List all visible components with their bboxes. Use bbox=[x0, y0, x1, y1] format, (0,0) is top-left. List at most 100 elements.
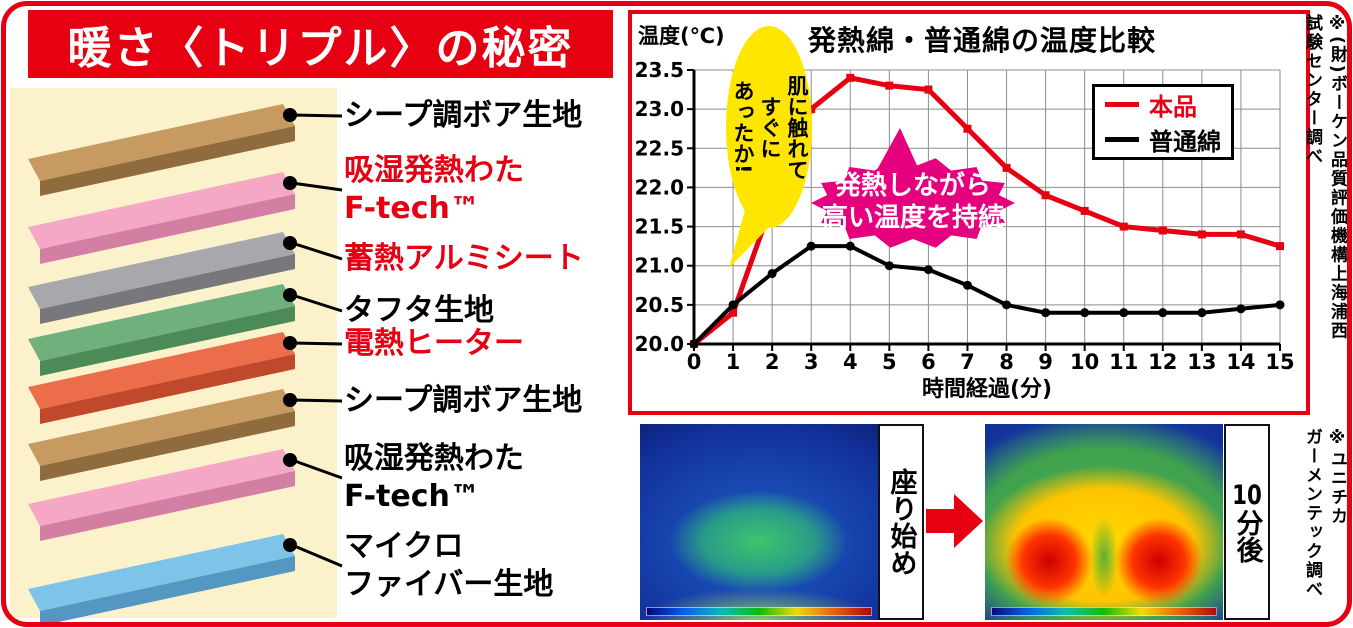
y-tick-label: 21.5 bbox=[635, 215, 684, 239]
series-marker-product bbox=[1119, 222, 1128, 231]
layer-pointer-dot bbox=[283, 288, 297, 302]
layer-pointer-line bbox=[291, 458, 343, 480]
fabric-layers-diagram bbox=[28, 104, 343, 626]
layer-pointer-dot bbox=[283, 538, 297, 552]
layer-slab-top bbox=[28, 104, 295, 181]
layer-slab-top bbox=[28, 232, 295, 309]
layer-label-ftech-2: 吸湿発熱わた F-tech™ bbox=[344, 441, 524, 514]
layer-slab-front bbox=[40, 471, 295, 541]
y-tick-label: 22.0 bbox=[635, 175, 684, 199]
series-marker-normal-cotton bbox=[1236, 304, 1246, 314]
series-marker-normal-cotton bbox=[1119, 308, 1129, 318]
series-marker-normal-cotton bbox=[923, 265, 933, 275]
layer-slab-front bbox=[40, 126, 295, 196]
series-marker-product bbox=[1158, 226, 1167, 235]
layer-pointer-dot bbox=[283, 108, 297, 122]
legend-label-product: 本品 bbox=[1149, 93, 1197, 121]
layer-pointer-dot bbox=[283, 176, 297, 190]
series-marker-product bbox=[1236, 230, 1245, 239]
y-tick-label: 23.5 bbox=[635, 58, 684, 82]
layer-slab-front bbox=[40, 556, 295, 626]
layer-slab-front bbox=[40, 194, 295, 264]
series-marker-product bbox=[846, 73, 855, 82]
legend-line-sample-normal-cotton bbox=[1105, 137, 1139, 142]
series-marker-product bbox=[885, 81, 894, 90]
speech-bubble-instant-warmth: 肌に触れて すぐに あったか! bbox=[726, 26, 812, 228]
series-marker-product bbox=[1197, 230, 1206, 239]
series-marker-product bbox=[1080, 206, 1089, 215]
y-tick-label: 20.5 bbox=[635, 293, 684, 317]
series-marker-normal-cotton bbox=[689, 339, 699, 349]
layer-slab-top bbox=[28, 389, 295, 466]
layer-pointer-dot bbox=[283, 453, 297, 467]
title-banner: 暖さ〈トリプル〉の秘密 bbox=[28, 10, 613, 78]
layer-label-microfiber: マイクロ ファイバー生地 bbox=[344, 529, 554, 602]
chart-plot-area: 23.523.022.522.021.521.020.520.00 1 2 3 4 5 6 7… bbox=[635, 58, 1295, 374]
x-tick-label: 3 bbox=[804, 350, 819, 374]
chart-title: 発熱綿・普通綿の温度比較 bbox=[807, 24, 1156, 57]
layer-pointer-dot bbox=[283, 336, 297, 350]
thermal-color-scale bbox=[991, 607, 1217, 616]
series-marker-normal-cotton bbox=[767, 269, 777, 279]
burst-shape bbox=[811, 158, 1015, 248]
series-marker-product bbox=[963, 124, 972, 133]
thermal-label-sitting-start: 座り始め bbox=[878, 424, 924, 620]
layer-slab-top bbox=[28, 449, 295, 526]
x-tick-label: 0 bbox=[687, 350, 702, 374]
right-arrow-icon bbox=[926, 494, 983, 548]
legend-row-product: 本品 bbox=[1105, 87, 1221, 122]
series-line-normal-cotton bbox=[692, 244, 1281, 346]
y-tick-label: 23.0 bbox=[635, 97, 684, 121]
series-marker-normal-cotton bbox=[728, 300, 738, 310]
series-marker-product bbox=[1041, 191, 1050, 200]
series-marker-normal-cotton bbox=[806, 241, 816, 251]
chart-x-axis-label: 時間経過(分) bbox=[921, 377, 1053, 402]
layer-pointer-line bbox=[291, 398, 343, 403]
x-tick-label: 8 bbox=[999, 350, 1014, 374]
series-marker-product bbox=[1002, 163, 1011, 172]
layer-slab-front bbox=[40, 411, 295, 481]
layer-label-heater: 電熱ヒーター bbox=[344, 326, 524, 361]
layer-label-aluminum: 蓄熱アルミシート bbox=[344, 241, 584, 276]
chart-y-axis-label: 温度(℃) bbox=[638, 24, 725, 48]
x-tick-label: 4 bbox=[843, 350, 858, 374]
series-marker-normal-cotton bbox=[884, 261, 894, 271]
series-marker-normal-cotton bbox=[1041, 308, 1051, 318]
layer-pointer-line bbox=[291, 341, 343, 346]
series-marker-normal-cotton bbox=[1080, 308, 1090, 318]
layer-slab-top bbox=[28, 284, 295, 361]
burst-annotation-sustained-heat: 発熱しながら 高い温度を持続 bbox=[821, 171, 1004, 233]
legend-row-normal-cotton: 普通綿 bbox=[1105, 122, 1221, 157]
x-tick-label: 12 bbox=[1148, 350, 1177, 374]
layer-label-sheep-boa-2: シープ調ボア生地 bbox=[344, 383, 583, 418]
source-note-boken: ※(財)ボーケン品質評価機構上海浦西 試験センター調べ bbox=[1302, 14, 1347, 341]
x-tick-label: 10 bbox=[1070, 350, 1099, 374]
series-marker-normal-cotton bbox=[1002, 300, 1012, 310]
x-tick-label: 5 bbox=[882, 350, 897, 374]
temperature-comparison-chart: 23.5 23.0 22.5 22.0 21.5 21.0 20.5 20.0 0 1 2 3 4 5 6 7… bbox=[628, 10, 1310, 415]
series-marker-normal-cotton bbox=[1197, 308, 1207, 318]
layer-label-ftech-1: 吸湿発熱わた F-tech™ bbox=[344, 153, 524, 226]
layer-slab-top bbox=[28, 534, 295, 611]
thermal-color-scale bbox=[646, 607, 872, 616]
y-tick-label: 22.5 bbox=[635, 136, 684, 160]
x-tick-label: 6 bbox=[921, 350, 936, 374]
x-tick-label: 7 bbox=[960, 350, 975, 374]
series-marker-product bbox=[729, 308, 738, 317]
y-tick-label: 21.0 bbox=[635, 254, 684, 278]
layer-pointer-line bbox=[291, 293, 343, 313]
x-tick-label: 15 bbox=[1265, 350, 1294, 374]
series-marker-product bbox=[924, 85, 933, 94]
layer-slab-top bbox=[28, 332, 295, 409]
x-tick-label: 1 bbox=[726, 350, 741, 374]
thermal-image-sitting-start bbox=[640, 424, 878, 620]
layer-pointer-line bbox=[291, 181, 343, 192]
thermal-label-after-10min: 10 分後 bbox=[1224, 424, 1270, 620]
chart-legend: 本品 普通綿 bbox=[1092, 84, 1234, 160]
layer-slab-top bbox=[28, 172, 295, 249]
layer-slab-front bbox=[40, 254, 295, 324]
layer-slab-front bbox=[40, 306, 295, 376]
series-marker-normal-cotton bbox=[845, 241, 855, 251]
x-tick-label: 11 bbox=[1109, 350, 1138, 374]
x-tick-label: 9 bbox=[1038, 350, 1053, 374]
